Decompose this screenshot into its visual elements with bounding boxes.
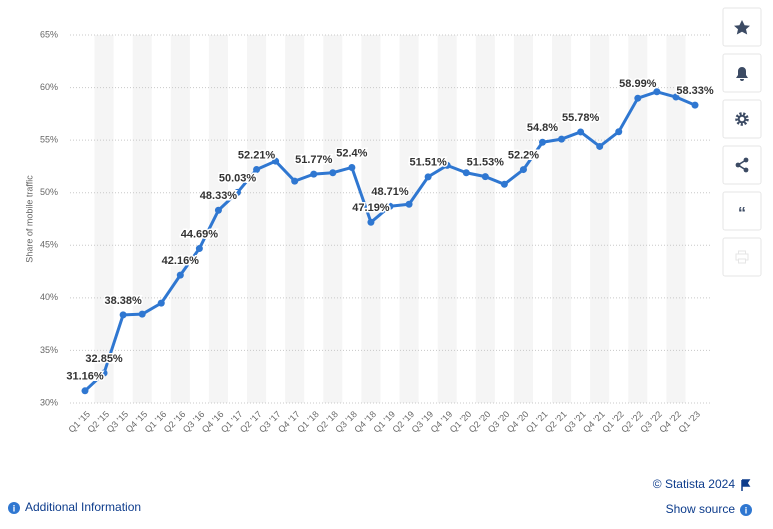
credit-text[interactable]: © Statista 2024	[653, 477, 736, 491]
data-label: 47.19%	[352, 202, 390, 214]
data-label: 51.77%	[295, 154, 333, 166]
data-label: 50.03%	[219, 172, 257, 184]
data-label: 55.78%	[562, 112, 600, 124]
data-label: 51.51%	[409, 157, 447, 169]
data-label: 52.4%	[336, 147, 367, 159]
show-source[interactable]: Show source i	[666, 502, 752, 516]
data-label: 38.38%	[104, 295, 142, 307]
data-label: 52.2%	[508, 149, 539, 161]
data-point	[100, 369, 108, 377]
data-point	[195, 245, 203, 253]
data-point	[157, 299, 165, 307]
data-point	[119, 311, 127, 319]
data-label: 54.8%	[527, 122, 558, 134]
stripe	[323, 35, 343, 403]
additional-information-link[interactable]: Additional Information	[25, 500, 141, 514]
data-point	[615, 128, 623, 136]
data-point	[310, 170, 318, 178]
stripe	[552, 35, 572, 403]
data-point	[596, 142, 604, 150]
y-tick-label: 60%	[40, 82, 58, 92]
stripe	[247, 35, 267, 403]
data-label: 52.21%	[238, 149, 276, 161]
data-point	[234, 188, 241, 196]
data-point	[539, 138, 546, 146]
data-point	[577, 128, 585, 136]
x-tick-label: Q1 '23	[676, 409, 702, 435]
notification-button[interactable]	[722, 53, 762, 93]
y-tick-label: 30%	[40, 397, 58, 407]
stripe	[666, 35, 686, 403]
data-label: 58.99%	[619, 78, 657, 90]
sidebar: “	[722, 7, 762, 277]
stripe	[399, 35, 419, 403]
stripe	[475, 35, 495, 403]
data-point	[481, 173, 489, 181]
data-point	[653, 88, 661, 96]
data-point	[462, 169, 470, 177]
stripe	[208, 35, 228, 403]
show-source-link[interactable]: Show source	[666, 502, 736, 516]
plot-background	[94, 35, 686, 403]
stripe	[94, 35, 114, 403]
data-label: 31.16%	[66, 371, 104, 383]
data-point	[405, 200, 413, 208]
additional-information[interactable]: i Additional Information	[8, 500, 141, 514]
share-button[interactable]	[722, 145, 762, 185]
y-tick-label: 50%	[40, 187, 58, 197]
data-point	[558, 135, 566, 143]
svg-text:i: i	[745, 505, 748, 515]
data-label: 51.53%	[467, 157, 505, 169]
data-point	[367, 218, 375, 226]
stripe	[132, 35, 152, 403]
data-point	[291, 177, 299, 185]
data-point	[500, 180, 508, 188]
stripe	[437, 35, 457, 403]
data-point	[272, 157, 280, 165]
data-label: 32.85%	[85, 353, 123, 365]
svg-text:i: i	[13, 503, 16, 513]
stripe	[170, 35, 190, 403]
data-label: 44.69%	[181, 228, 219, 240]
data-point	[634, 94, 642, 102]
stripe	[590, 35, 610, 403]
favorite-button[interactable]	[722, 7, 762, 47]
y-axis-title: Share of mobile traffic	[24, 175, 34, 263]
data-label: 42.16%	[162, 255, 200, 267]
stripe	[628, 35, 648, 403]
data-point	[81, 387, 89, 395]
data-point	[176, 271, 184, 279]
data-point	[214, 206, 222, 214]
data-point	[138, 310, 146, 318]
data-label: 58.33%	[676, 85, 714, 97]
data-point	[329, 169, 337, 177]
y-tick-label: 55%	[40, 135, 58, 145]
y-tick-label: 40%	[40, 292, 58, 302]
stripe	[513, 35, 533, 403]
data-point	[691, 101, 699, 109]
data-point	[386, 202, 394, 210]
y-tick-label: 45%	[40, 240, 58, 250]
data-point	[443, 161, 451, 169]
data-point	[519, 166, 527, 174]
print-button[interactable]	[722, 237, 762, 277]
y-tick-label: 35%	[40, 345, 58, 355]
data-point	[424, 173, 432, 181]
data-point	[348, 163, 356, 171]
cite-button[interactable]: “	[722, 191, 762, 231]
credit[interactable]: © Statista 2024	[653, 477, 751, 491]
data-label: 48.71%	[371, 186, 409, 198]
stripe	[285, 35, 305, 403]
y-tick-label: 65%	[40, 29, 58, 39]
settings-button[interactable]	[722, 99, 762, 139]
data-point	[672, 93, 680, 101]
data-point	[253, 165, 261, 173]
svg-text:“: “	[738, 205, 746, 222]
data-label: 48.33%	[200, 190, 238, 202]
